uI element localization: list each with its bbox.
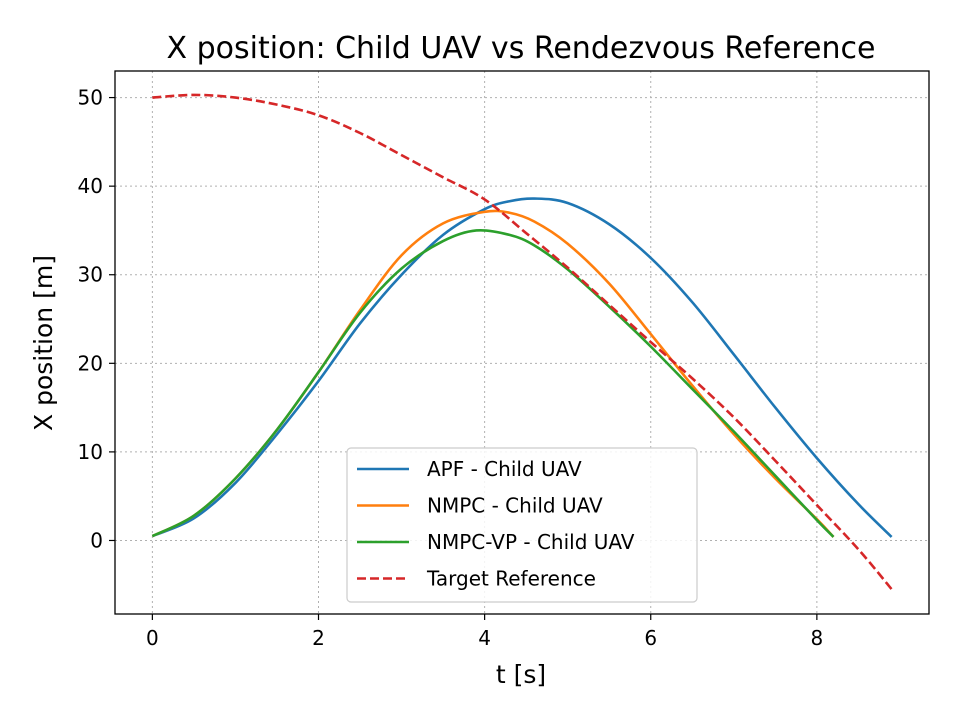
y-tick-label: 10 [78, 440, 103, 464]
y-tick-label: 30 [78, 263, 103, 287]
chart-title: X position: Child UAV vs Rendezvous Refe… [167, 31, 876, 66]
y-tick-label: 0 [90, 528, 103, 552]
y-tick-label: 40 [78, 174, 103, 198]
legend: APF - Child UAV NMPC - Child UAV NMPC-VP -… [346, 447, 698, 603]
x-tick-label: 0 [146, 626, 159, 650]
x-axis-label: t [s] [496, 660, 546, 689]
plot-frame [114, 70, 930, 615]
y-axis-label: X position [m] [29, 255, 58, 431]
legend-label: Target Reference [426, 567, 596, 591]
y-tick-label: 20 [78, 351, 103, 375]
legend-label: APF - Child UAV [427, 457, 582, 481]
series-line-apf-child-uav [151, 197, 893, 538]
x-tick-label: 2 [312, 626, 325, 650]
legend-label: NMPC-VP - Child UAV [427, 530, 635, 554]
series-line-nmpc-vp-child-uav [151, 228, 835, 538]
legend-label: NMPC - Child UAV [427, 494, 603, 518]
x-tick-label: 6 [644, 626, 657, 650]
series-line-target-reference [152, 93, 893, 591]
axis-ticks: 0 2 4 6 8 0 10 20 30 40 50 [78, 86, 824, 650]
x-tick-label: 8 [811, 626, 824, 650]
y-tick-label: 50 [78, 86, 103, 110]
legend-box [346, 447, 698, 603]
x-tick-label: 4 [478, 626, 491, 650]
plot-series [151, 93, 893, 591]
